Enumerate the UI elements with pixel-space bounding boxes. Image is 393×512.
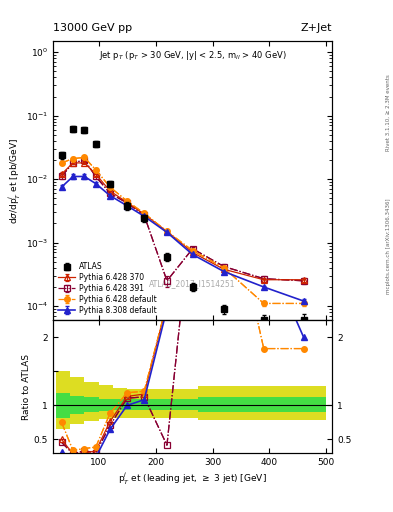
Text: Rivet 3.1.10, ≥ 2.3M events: Rivet 3.1.10, ≥ 2.3M events	[386, 74, 391, 151]
Text: ATLAS_2017_I1514251: ATLAS_2017_I1514251	[149, 280, 236, 288]
X-axis label: p$_T^j$ et (leading jet, $\geq$ 3 jet) [GeV]: p$_T^j$ et (leading jet, $\geq$ 3 jet) […	[118, 471, 267, 487]
Y-axis label: d$\sigma$/dp$_T^j$ et [pb/GeV]: d$\sigma$/dp$_T^j$ et [pb/GeV]	[7, 137, 23, 224]
Y-axis label: Ratio to ATLAS: Ratio to ATLAS	[22, 354, 31, 420]
Legend: ATLAS, Pythia 6.428 370, Pythia 6.428 391, Pythia 6.428 default, Pythia 8.308 de: ATLAS, Pythia 6.428 370, Pythia 6.428 39…	[57, 261, 158, 316]
Text: Z+Jet: Z+Jet	[301, 23, 332, 33]
Text: Jet p$_T$ (p$_T$ > 30 GeV, |y| < 2.5, m$_{ll}$ > 40 GeV): Jet p$_T$ (p$_T$ > 30 GeV, |y| < 2.5, m$…	[99, 49, 286, 62]
Text: mcplots.cern.ch [arXiv:1306.3436]: mcplots.cern.ch [arXiv:1306.3436]	[386, 198, 391, 293]
Text: 13000 GeV pp: 13000 GeV pp	[53, 23, 132, 33]
